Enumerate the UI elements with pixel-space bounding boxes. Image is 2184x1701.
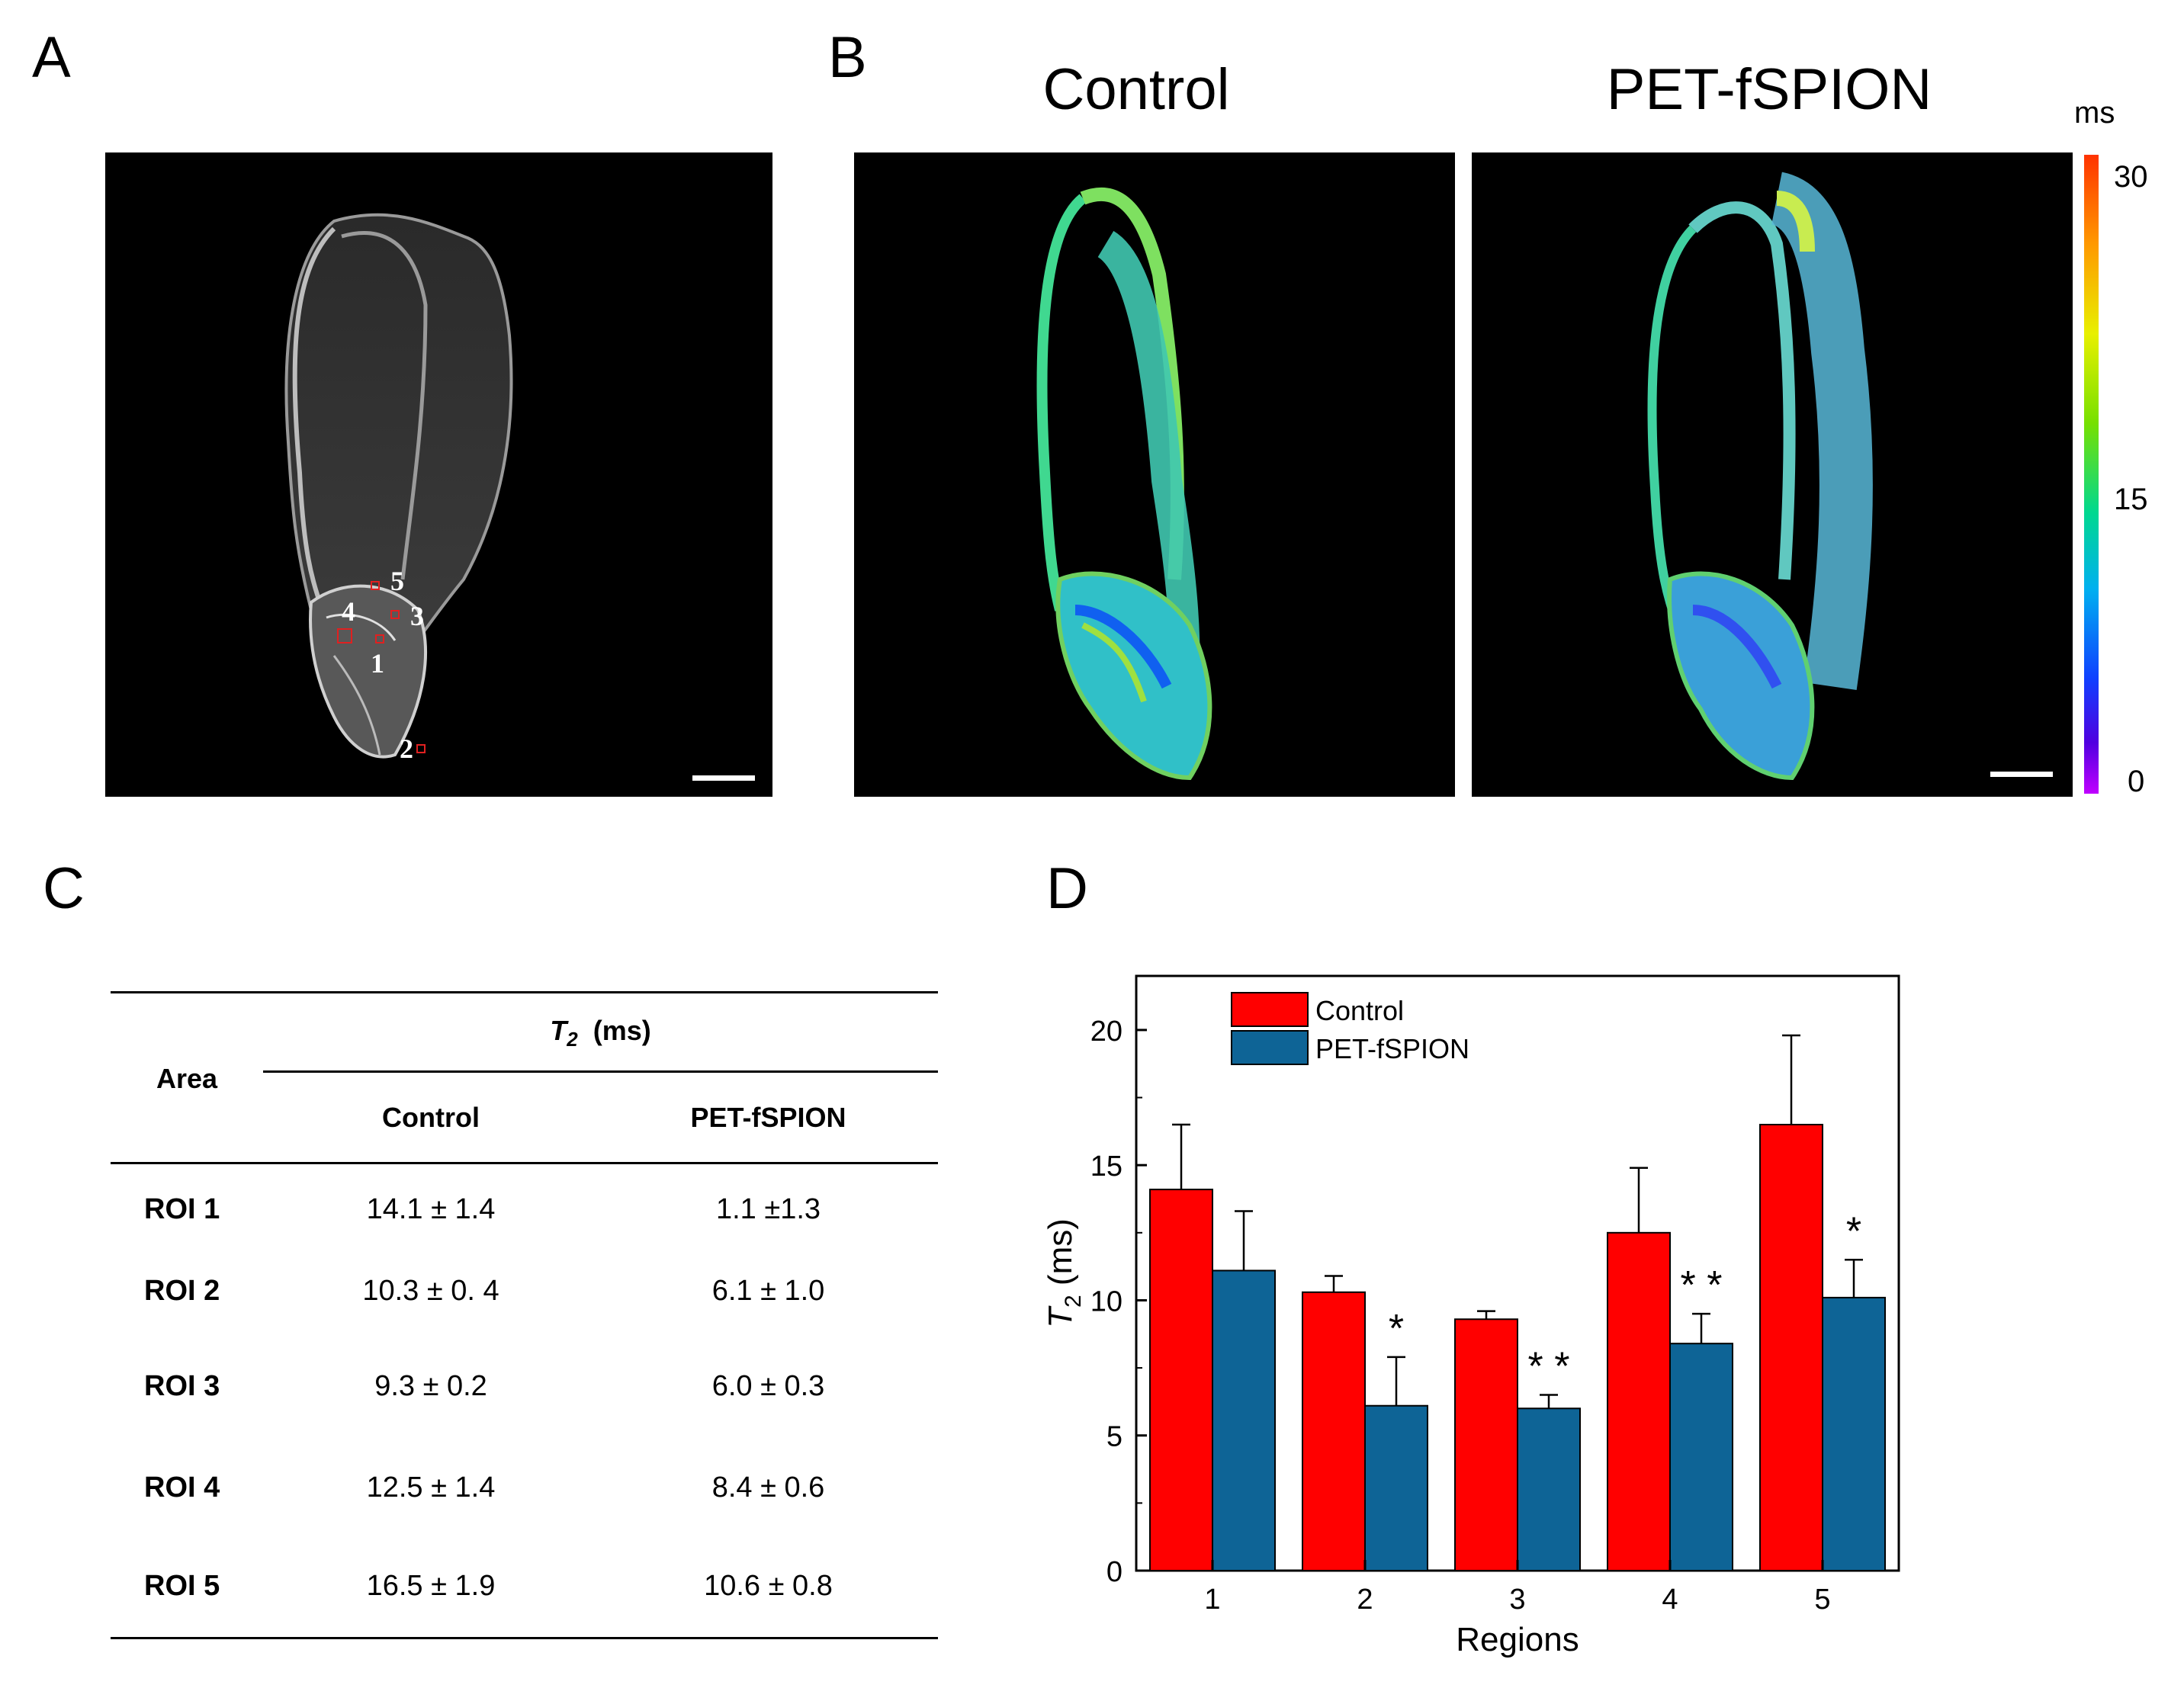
bar-control <box>1302 1291 1366 1571</box>
table-row: ROI 2 10.3 ± 0. 4 6.1 ± 1.0 <box>111 1250 938 1334</box>
panel-letter-c: C <box>43 856 85 921</box>
bar-control <box>1759 1124 1823 1571</box>
roi-box-4 <box>337 628 352 643</box>
y-tick-label: 15 <box>1090 1151 1123 1183</box>
bar-pet-fspion <box>1212 1269 1276 1571</box>
control-t2-map <box>854 152 1455 797</box>
roi-box-2 <box>416 744 426 753</box>
y-tick-label: 10 <box>1090 1285 1123 1317</box>
roi-label-2: 2 <box>400 733 413 764</box>
panel-a-mri-image: 5 3 4 1 2 <box>105 152 772 797</box>
table-control-value: 10.3 ± 0. 4 <box>362 1275 499 1307</box>
legend-label: Control <box>1315 995 1404 1026</box>
table-control-value: 9.3 ± 0.2 <box>374 1370 487 1402</box>
table-control-value: 12.5 ± 1.4 <box>366 1471 496 1504</box>
bar-pet-fspion <box>1669 1343 1733 1571</box>
x-tick-label: 5 <box>1814 1584 1830 1616</box>
t2-bar-chart: 0 5 10 15 20 1 * 2 * * 3 * * 4 * 5 Regions T2 (ms) Contr… <box>1042 974 1900 1658</box>
pet-fspion-title: PET-fSPION <box>1606 57 1932 122</box>
colorbar-mid: 15 <box>2114 483 2148 516</box>
control-title: Control <box>1042 57 1230 122</box>
x-axis-label: Regions <box>1456 1621 1579 1658</box>
y-tick-label: 20 <box>1090 1016 1123 1048</box>
roi-label-1: 1 <box>371 648 384 679</box>
table-header-area: Area <box>156 1062 218 1094</box>
roi-box-3 <box>390 610 400 619</box>
table-row: ROI 4 12.5 ± 1.4 8.4 ± 0.6 <box>111 1440 938 1536</box>
t2-table: Area T2 (ms) Control PET-fSPION ROI 1 14… <box>111 991 938 1642</box>
panel-letter-a: A <box>32 25 71 90</box>
table-row: ROI 3 9.3 ± 0.2 6.0 ± 0.3 <box>111 1334 938 1440</box>
roi-box-1 <box>375 634 384 643</box>
pet-fspion-t2-map <box>1472 152 2073 797</box>
bar-pet-fspion <box>1822 1296 1886 1571</box>
seed-grayscale-image <box>284 213 513 759</box>
bar-control <box>1149 1189 1213 1571</box>
significance-marker: * <box>1389 1307 1404 1351</box>
x-tick-label: 1 <box>1204 1584 1220 1616</box>
table-pet-value: 6.0 ± 0.3 <box>711 1370 825 1402</box>
scale-bar-a <box>692 775 755 781</box>
control-seed-colormap <box>1036 188 1212 781</box>
table-area: ROI 2 <box>144 1275 220 1307</box>
table-control-value: 14.1 ± 1.4 <box>366 1192 496 1225</box>
roi-box-5 <box>371 581 380 590</box>
table-header-t2: T2 (ms) <box>263 995 938 1073</box>
colorbar-max: 30 <box>2114 160 2148 194</box>
legend-swatch <box>1231 1030 1309 1065</box>
y-axis-label: T2 (ms) <box>1042 1218 1086 1328</box>
bar-control <box>1454 1318 1518 1571</box>
bar-pet-fspion <box>1517 1407 1581 1571</box>
panel-letter-b: B <box>828 25 867 90</box>
table-area: ROI 5 <box>144 1569 220 1602</box>
bar-control <box>1607 1231 1671 1571</box>
table-header-control: Control <box>382 1101 480 1133</box>
significance-marker: * * <box>1681 1263 1723 1308</box>
colorbar <box>2084 155 2099 794</box>
colorbar-unit: ms <box>2074 96 2115 130</box>
table-area: ROI 3 <box>144 1370 220 1402</box>
y-tick-label: 5 <box>1106 1421 1123 1453</box>
roi-label-4: 4 <box>342 596 355 627</box>
legend-label: PET-fSPION <box>1315 1033 1469 1064</box>
table-area: ROI 4 <box>144 1471 220 1504</box>
table-area: ROI 1 <box>144 1192 220 1225</box>
scale-bar-b <box>1990 772 2053 777</box>
x-tick-label: 4 <box>1662 1584 1678 1616</box>
significance-marker: * * <box>1528 1345 1570 1389</box>
bar-pet-fspion <box>1364 1404 1428 1572</box>
roi-label-5: 5 <box>390 566 404 596</box>
table-pet-value: 1.1 ±1.3 <box>715 1192 821 1225</box>
table-pet-value: 10.6 ± 0.8 <box>704 1569 833 1602</box>
y-tick-label: 0 <box>1106 1556 1123 1588</box>
pet-fspion-seed-colormap <box>1647 172 1873 781</box>
table-pet-value: 6.1 ± 1.0 <box>711 1275 825 1307</box>
table-control-value: 16.5 ± 1.9 <box>366 1569 496 1602</box>
colorbar-min: 0 <box>2128 765 2145 798</box>
table-pet-value: 8.4 ± 0.6 <box>711 1471 825 1504</box>
roi-label-3: 3 <box>410 601 424 631</box>
table-row: ROI 5 16.5 ± 1.9 10.6 ± 0.8 <box>111 1536 938 1638</box>
significance-marker: * <box>1846 1209 1861 1253</box>
panel-letter-d: D <box>1046 856 1088 921</box>
x-tick-label: 2 <box>1357 1584 1373 1616</box>
table-row: ROI 1 14.1 ± 1.4 1.1 ±1.3 <box>111 1170 938 1250</box>
table-header-pet: PET-fSPION <box>690 1101 846 1133</box>
x-tick-label: 3 <box>1509 1584 1525 1616</box>
legend-swatch <box>1231 992 1309 1027</box>
